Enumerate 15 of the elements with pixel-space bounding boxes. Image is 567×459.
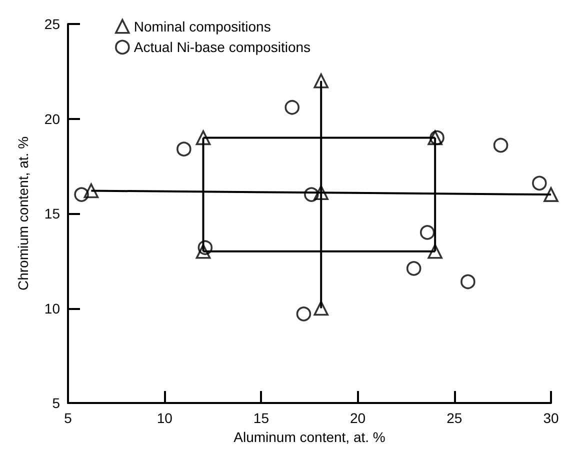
y-tick-label: 25 [44, 16, 60, 32]
y-tick-label: 10 [44, 300, 60, 316]
legend-label: Nominal compositions [134, 18, 271, 34]
x-tick-label: 5 [64, 410, 72, 426]
x-tick-label: 20 [350, 410, 366, 426]
x-tick-label: 10 [156, 410, 173, 426]
legend-label: Actual Ni-base compositions [134, 39, 311, 56]
x-tick-label: 25 [446, 410, 462, 426]
y-tick-label: 5 [52, 395, 60, 411]
y-tick-label: 20 [44, 110, 60, 127]
x-axis-title: Aluminum content, at. % [234, 428, 386, 445]
x-tick-label: 30 [543, 410, 559, 426]
x-tick-label: 15 [253, 410, 270, 426]
y-tick-label: 15 [44, 206, 60, 222]
y-axis-title: Chromium content, at. % [15, 136, 31, 291]
